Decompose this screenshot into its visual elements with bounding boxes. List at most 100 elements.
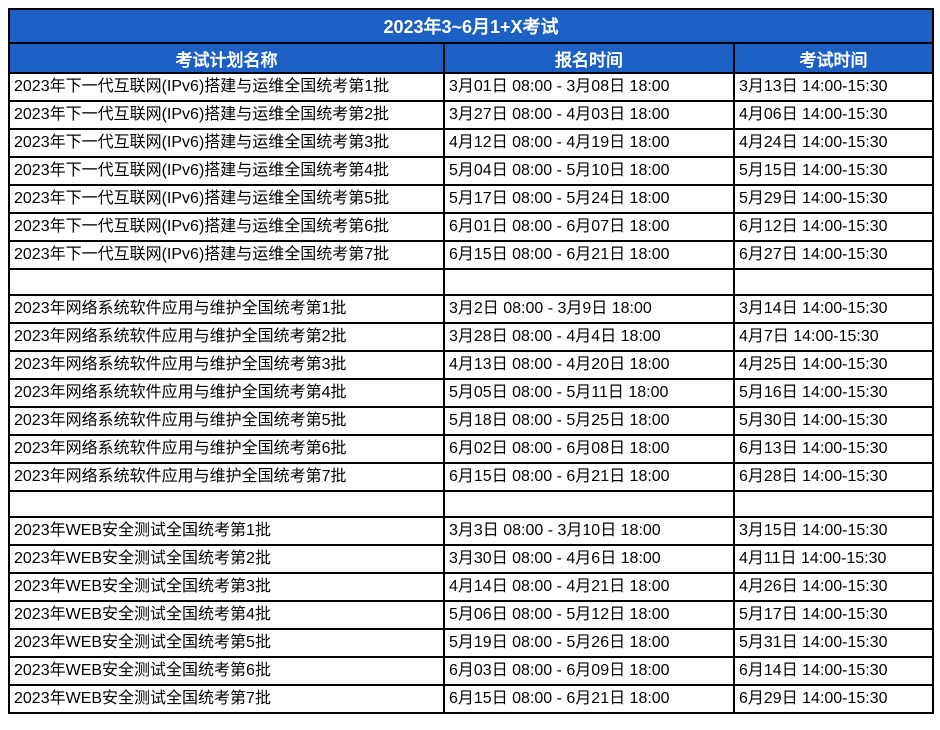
exam-time-cell: 6月14日 14:00-15:30 [733, 656, 934, 686]
exam-plan-name-cell: 2023年网络系统软件应用与维护全国统考第1批 [8, 294, 445, 324]
exam-time-cell: 5月31日 14:00-15:30 [733, 628, 934, 658]
exam-time-cell: 4月26日 14:00-15:30 [733, 572, 934, 602]
exam-time-cell: 6月27日 14:00-15:30 [733, 240, 934, 270]
registration-time-cell: 6月02日 08:00 - 6月08日 18:00 [443, 434, 735, 464]
registration-time-cell: 5月19日 08:00 - 5月26日 18:00 [443, 628, 735, 658]
exam-time-cell: 4月06日 14:00-15:30 [733, 100, 934, 130]
registration-time-cell: 4月12日 08:00 - 4月19日 18:00 [443, 128, 735, 158]
exam-plan-name-cell: 2023年下一代互联网(IPv6)搭建与运维全国统考第6批 [8, 212, 445, 242]
exam-time-cell [733, 268, 934, 296]
registration-time-cell: 5月17日 08:00 - 5月24日 18:00 [443, 184, 735, 214]
registration-time-cell: 3月2日 08:00 - 3月9日 18:00 [443, 294, 735, 324]
registration-time-cell: 5月06日 08:00 - 5月12日 18:00 [443, 600, 735, 630]
column-header-exam-plan-name: 考试计划名称 [8, 42, 445, 74]
registration-time-cell: 5月05日 08:00 - 5月11日 18:00 [443, 378, 735, 408]
exam-plan-name-cell: 2023年下一代互联网(IPv6)搭建与运维全国统考第5批 [8, 184, 445, 214]
registration-time-cell: 4月13日 08:00 - 4月20日 18:00 [443, 350, 735, 380]
table-row: 2023年网络系统软件应用与维护全国统考第1批 3月2日 08:00 - 3月9… [8, 294, 934, 324]
exam-time-cell: 4月7日 14:00-15:30 [733, 322, 934, 352]
exam-plan-name-cell: 2023年下一代互联网(IPv6)搭建与运维全国统考第4批 [8, 156, 445, 186]
table-row [8, 268, 934, 296]
table-row: 2023年WEB安全测试全国统考第6批 6月03日 08:00 - 6月09日 … [8, 656, 934, 686]
exam-plan-name-cell: 2023年下一代互联网(IPv6)搭建与运维全国统考第3批 [8, 128, 445, 158]
exam-time-cell: 3月13日 14:00-15:30 [733, 72, 934, 102]
exam-time-cell: 4月25日 14:00-15:30 [733, 350, 934, 380]
registration-time-cell: 6月15日 08:00 - 6月21日 18:00 [443, 462, 735, 492]
registration-time-cell [443, 490, 735, 518]
registration-time-cell: 6月15日 08:00 - 6月21日 18:00 [443, 240, 735, 270]
exam-schedule-sheet: 2023年3~6月1+X考试 考试计划名称 报名时间 考试时间 2023年下一代… [8, 8, 934, 714]
registration-time-cell: 6月03日 08:00 - 6月09日 18:00 [443, 656, 735, 686]
column-header-row: 考试计划名称 报名时间 考试时间 [8, 42, 934, 74]
table-row: 2023年网络系统软件应用与维护全国统考第2批 3月28日 08:00 - 4月… [8, 322, 934, 352]
exam-plan-name-cell: 2023年网络系统软件应用与维护全国统考第5批 [8, 406, 445, 436]
exam-plan-name-cell: 2023年WEB安全测试全国统考第2批 [8, 544, 445, 574]
exam-plan-name-cell: 2023年WEB安全测试全国统考第6批 [8, 656, 445, 686]
exam-time-cell: 4月24日 14:00-15:30 [733, 128, 934, 158]
table-row [8, 490, 934, 518]
exam-plan-name-cell: 2023年下一代互联网(IPv6)搭建与运维全国统考第1批 [8, 72, 445, 102]
exam-plan-name-cell [8, 490, 445, 518]
table-body: 2023年下一代互联网(IPv6)搭建与运维全国统考第1批 3月01日 08:0… [8, 72, 934, 714]
table-row: 2023年下一代互联网(IPv6)搭建与运维全国统考第5批 5月17日 08:0… [8, 184, 934, 214]
registration-time-cell: 3月01日 08:00 - 3月08日 18:00 [443, 72, 735, 102]
table-row: 2023年网络系统软件应用与维护全国统考第5批 5月18日 08:00 - 5月… [8, 406, 934, 436]
table-row: 2023年下一代互联网(IPv6)搭建与运维全国统考第6批 6月01日 08:0… [8, 212, 934, 242]
exam-time-cell: 5月17日 14:00-15:30 [733, 600, 934, 630]
exam-plan-name-cell: 2023年网络系统软件应用与维护全国统考第3批 [8, 350, 445, 380]
exam-plan-name-cell: 2023年网络系统软件应用与维护全国统考第4批 [8, 378, 445, 408]
exam-time-cell: 5月16日 14:00-15:30 [733, 378, 934, 408]
column-header-registration-time: 报名时间 [443, 42, 735, 74]
registration-time-cell: 5月18日 08:00 - 5月25日 18:00 [443, 406, 735, 436]
registration-time-cell: 6月15日 08:00 - 6月21日 18:00 [443, 684, 735, 714]
exam-time-cell: 4月11日 14:00-15:30 [733, 544, 934, 574]
exam-plan-name-cell: 2023年WEB安全测试全国统考第1批 [8, 516, 445, 546]
table-row: 2023年WEB安全测试全国统考第5批 5月19日 08:00 - 5月26日 … [8, 628, 934, 658]
registration-time-cell: 3月3日 08:00 - 3月10日 18:00 [443, 516, 735, 546]
exam-plan-name-cell: 2023年网络系统软件应用与维护全国统考第2批 [8, 322, 445, 352]
table-row: 2023年下一代互联网(IPv6)搭建与运维全国统考第4批 5月04日 08:0… [8, 156, 934, 186]
registration-time-cell: 3月30日 08:00 - 4月6日 18:00 [443, 544, 735, 574]
table-row: 2023年网络系统软件应用与维护全国统考第6批 6月02日 08:00 - 6月… [8, 434, 934, 464]
exam-plan-name-cell: 2023年WEB安全测试全国统考第5批 [8, 628, 445, 658]
table-row: 2023年网络系统软件应用与维护全国统考第3批 4月13日 08:00 - 4月… [8, 350, 934, 380]
table-row: 2023年WEB安全测试全国统考第2批 3月30日 08:00 - 4月6日 1… [8, 544, 934, 574]
exam-time-cell: 6月13日 14:00-15:30 [733, 434, 934, 464]
table-row: 2023年下一代互联网(IPv6)搭建与运维全国统考第1批 3月01日 08:0… [8, 72, 934, 102]
exam-time-cell: 6月28日 14:00-15:30 [733, 462, 934, 492]
table-title: 2023年3~6月1+X考试 [8, 8, 934, 44]
table-row: 2023年WEB安全测试全国统考第4批 5月06日 08:00 - 5月12日 … [8, 600, 934, 630]
exam-time-cell: 6月29日 14:00-15:30 [733, 684, 934, 714]
table-row: 2023年网络系统软件应用与维护全国统考第4批 5月05日 08:00 - 5月… [8, 378, 934, 408]
table-row: 2023年下一代互联网(IPv6)搭建与运维全国统考第2批 3月27日 08:0… [8, 100, 934, 130]
title-row: 2023年3~6月1+X考试 [8, 8, 934, 44]
registration-time-cell: 6月01日 08:00 - 6月07日 18:00 [443, 212, 735, 242]
exam-plan-name-cell: 2023年下一代互联网(IPv6)搭建与运维全国统考第7批 [8, 240, 445, 270]
table-row: 2023年下一代互联网(IPv6)搭建与运维全国统考第7批 6月15日 08:0… [8, 240, 934, 270]
exam-time-cell [733, 490, 934, 518]
registration-time-cell: 5月04日 08:00 - 5月10日 18:00 [443, 156, 735, 186]
exam-plan-name-cell: 2023年网络系统软件应用与维护全国统考第7批 [8, 462, 445, 492]
table-row: 2023年下一代互联网(IPv6)搭建与运维全国统考第3批 4月12日 08:0… [8, 128, 934, 158]
registration-time-cell: 3月28日 08:00 - 4月4日 18:00 [443, 322, 735, 352]
exam-plan-name-cell: 2023年WEB安全测试全国统考第3批 [8, 572, 445, 602]
exam-plan-name-cell: 2023年WEB安全测试全国统考第7批 [8, 684, 445, 714]
exam-time-cell: 3月15日 14:00-15:30 [733, 516, 934, 546]
exam-time-cell: 3月14日 14:00-15:30 [733, 294, 934, 324]
registration-time-cell: 3月27日 08:00 - 4月03日 18:00 [443, 100, 735, 130]
exam-plan-name-cell: 2023年网络系统软件应用与维护全国统考第6批 [8, 434, 445, 464]
exam-time-cell: 6月12日 14:00-15:30 [733, 212, 934, 242]
exam-plan-name-cell: 2023年下一代互联网(IPv6)搭建与运维全国统考第2批 [8, 100, 445, 130]
registration-time-cell [443, 268, 735, 296]
exam-time-cell: 5月29日 14:00-15:30 [733, 184, 934, 214]
exam-plan-name-cell: 2023年WEB安全测试全国统考第4批 [8, 600, 445, 630]
table-row: 2023年WEB安全测试全国统考第3批 4月14日 08:00 - 4月21日 … [8, 572, 934, 602]
exam-schedule-table: 2023年3~6月1+X考试 考试计划名称 报名时间 考试时间 2023年下一代… [8, 8, 934, 714]
registration-time-cell: 4月14日 08:00 - 4月21日 18:00 [443, 572, 735, 602]
table-row: 2023年网络系统软件应用与维护全国统考第7批 6月15日 08:00 - 6月… [8, 462, 934, 492]
exam-time-cell: 5月15日 14:00-15:30 [733, 156, 934, 186]
exam-time-cell: 5月30日 14:00-15:30 [733, 406, 934, 436]
column-header-exam-time: 考试时间 [733, 42, 934, 74]
table-row: 2023年WEB安全测试全国统考第1批 3月3日 08:00 - 3月10日 1… [8, 516, 934, 546]
exam-plan-name-cell [8, 268, 445, 296]
